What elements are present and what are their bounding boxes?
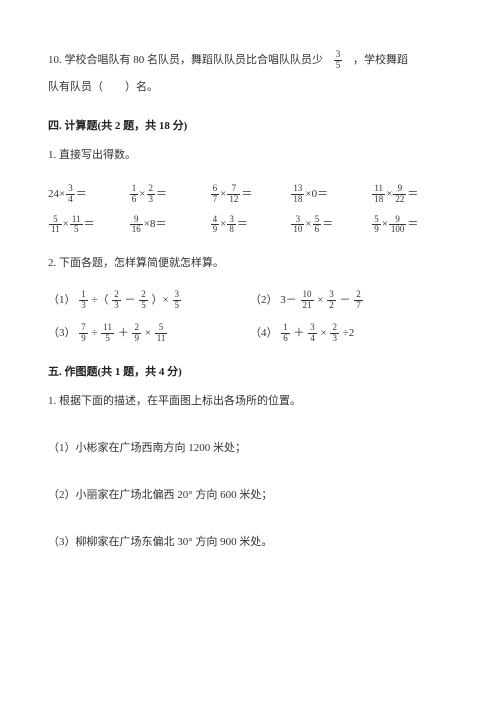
fraction: 1318 <box>291 184 304 205</box>
fraction: 511 <box>49 215 62 236</box>
expr4-op2: × <box>321 327 327 339</box>
fraction: 16 <box>130 184 139 205</box>
fraction: 38 <box>227 215 236 236</box>
calc-cell: 310×56＝ <box>290 214 371 235</box>
q10-text-prefix: 10. 学校合唱队有 80 名队员，舞蹈队队员比合唱队队员少 <box>48 54 323 66</box>
fraction: 34 <box>66 184 75 205</box>
location-2: （2）小丽家在广场北偏西 20° 方向 600 米处； <box>48 485 452 506</box>
expr1-f2: 23 <box>112 290 121 311</box>
location-3: （3）柳柳家在广场东偏北 30° 方向 900 米处。 <box>48 532 452 553</box>
expr-2: （2） 3－ 1021 × 32 － 27 <box>250 290 452 311</box>
expr2-f1: 1021 <box>301 290 314 311</box>
expr1-f1: 13 <box>79 290 88 311</box>
expr4-f2: 34 <box>308 323 317 344</box>
expr3-op3: × <box>145 327 151 339</box>
expr4-label: （4） <box>250 327 278 339</box>
expr3-label: （3） <box>48 327 76 339</box>
q10-line2: 队有队员（ ）名。 <box>48 77 452 98</box>
calc-cell: 1118×922＝ <box>371 184 452 205</box>
expr1-op2: － <box>125 294 136 306</box>
expr2-f3: 27 <box>354 290 363 311</box>
expr1-op3: ）× <box>152 294 169 306</box>
calc-cell: 16×23＝ <box>129 184 210 205</box>
expr-4: （4） 16 ＋ 34 × 23 ÷2 <box>250 323 452 344</box>
calc-cell: 24×34＝ <box>48 184 129 205</box>
fraction: 9100 <box>389 215 407 236</box>
q4-1-title: 1. 直接写出得数。 <box>48 145 452 166</box>
expr2-label: （2） <box>250 294 278 306</box>
expr3-f2: 115 <box>101 323 114 344</box>
fraction: 310 <box>291 215 304 236</box>
q10-frac-den: 5 <box>334 61 343 71</box>
expr4-f3: 23 <box>330 323 339 344</box>
fraction: 23 <box>147 184 156 205</box>
fraction: 49 <box>211 215 220 236</box>
expr1-label: （1） <box>48 294 76 306</box>
fraction: 59 <box>372 215 381 236</box>
expr-row-1: （1） 13 ÷（ 23 － 25 ）× 35 （2） 3－ 1021 × 32… <box>48 290 452 311</box>
section-4-title: 四. 计算题(共 2 题，共 18 分) <box>48 116 452 137</box>
fraction: 56 <box>313 215 322 236</box>
fraction: 712 <box>227 184 240 205</box>
calc-cell: 1318×0＝ <box>290 184 371 205</box>
fraction: 916 <box>130 215 143 236</box>
location-1: （1）小彬家在广场西南方向 1200 米处； <box>48 438 452 459</box>
q5-1-title: 1. 根据下面的描述，在平面图上标出各场所的位置。 <box>48 391 452 412</box>
expr1-op1: ÷（ <box>92 294 109 306</box>
expr1-f3: 25 <box>139 290 148 311</box>
expr3-f1: 79 <box>79 323 88 344</box>
expr2-pre: 3－ <box>280 294 297 306</box>
expr-1: （1） 13 ÷（ 23 － 25 ）× 35 <box>48 290 250 311</box>
expr1-f4: 35 <box>173 290 182 311</box>
q4-2-title: 2. 下面各题，怎样算简便就怎样算。 <box>48 253 452 274</box>
expr4-op1: ＋ <box>294 327 305 339</box>
fraction: 1118 <box>372 184 385 205</box>
expr3-f4: 511 <box>155 323 168 344</box>
expr3-op2: ＋ <box>118 327 129 339</box>
calc-row-1: 24×34＝16×23＝67×712＝1318×0＝1118×922＝ <box>48 184 452 205</box>
expr2-op1: × <box>317 294 323 306</box>
expr3-f3: 29 <box>132 323 141 344</box>
q10-text-suffix: ，学校舞蹈 <box>353 54 408 66</box>
expr4-f1: 16 <box>281 323 290 344</box>
calc-cell: 49×38＝ <box>210 214 291 235</box>
calc-cell: 916×8＝ <box>129 214 210 235</box>
calc-cell: 67×712＝ <box>210 184 291 205</box>
fraction: 922 <box>393 184 406 205</box>
expr4-op3: ÷2 <box>343 327 355 339</box>
calc-cell: 59×9100＝ <box>371 214 452 235</box>
expr2-f2: 32 <box>327 290 336 311</box>
q10-fraction: 3 5 <box>334 50 343 71</box>
expr2-op2: － <box>339 294 350 306</box>
fraction: 67 <box>211 184 220 205</box>
expr-row-2: （3） 79 ÷ 115 ＋ 29 × 511 （4） 16 ＋ 34 × 23… <box>48 323 452 344</box>
expr-3: （3） 79 ÷ 115 ＋ 29 × 511 <box>48 323 250 344</box>
fraction: 115 <box>70 215 83 236</box>
expr3-op1: ÷ <box>92 327 98 339</box>
question-10: 10. 学校合唱队有 80 名队员，舞蹈队队员比合唱队队员少 3 5 ，学校舞蹈 <box>48 50 452 71</box>
section-5-title: 五. 作图题(共 1 题，共 4 分) <box>48 362 452 383</box>
calc-row-2: 511×115＝916×8＝49×38＝310×56＝59×9100＝ <box>48 214 452 235</box>
calc-cell: 511×115＝ <box>48 214 129 235</box>
